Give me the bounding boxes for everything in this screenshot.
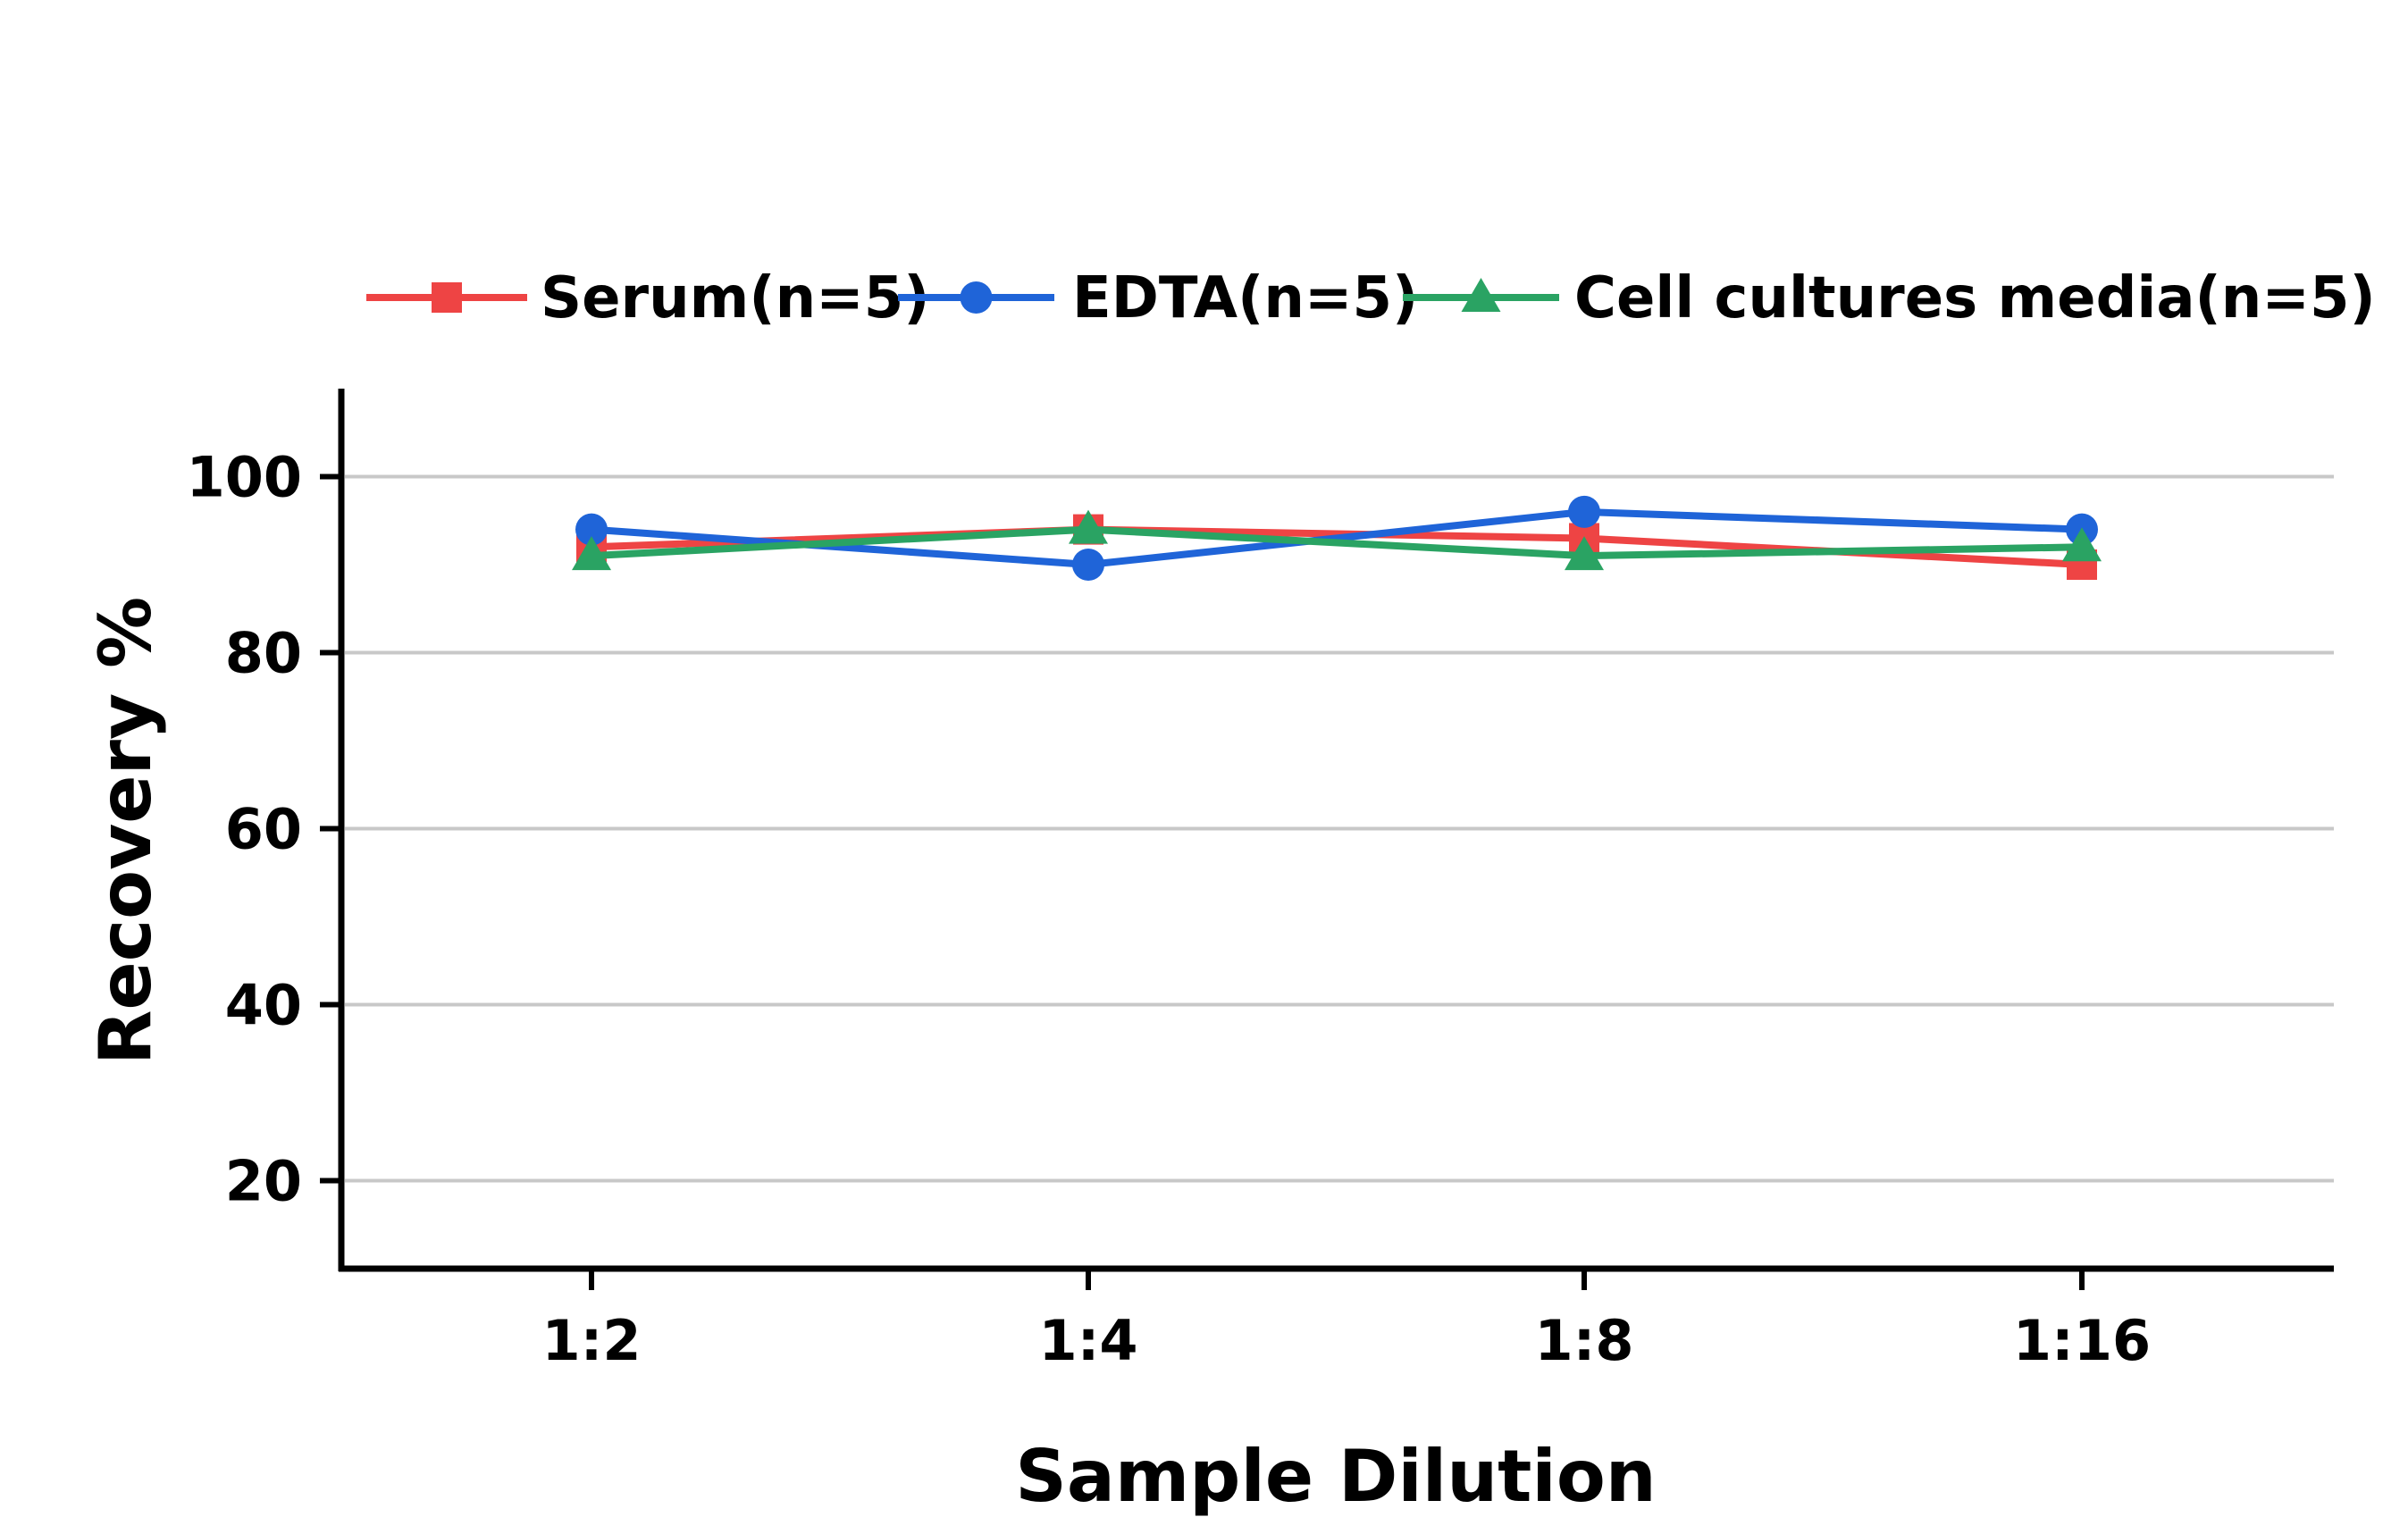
legend-item-2: Cell cultures media(n=5) xyxy=(1403,265,2376,331)
series-layer xyxy=(572,495,2102,581)
data-point-circle xyxy=(1072,549,1104,581)
series-2 xyxy=(572,509,2102,571)
data-point-circle xyxy=(1568,495,1600,528)
x-tick-labels: 1:2 1:4 1:8 1:16 xyxy=(541,1308,2151,1373)
series-line xyxy=(591,525,2083,560)
axes xyxy=(320,389,2334,1290)
y-tick-labels: 20 40 60 80 100 xyxy=(187,445,302,1214)
x-tick-label: 1:8 xyxy=(1534,1308,1633,1373)
y-tick-label: 40 xyxy=(225,973,302,1038)
data-point-triangle xyxy=(1565,536,1604,571)
y-tick-label: 60 xyxy=(225,797,302,862)
series-line xyxy=(591,507,2083,568)
legend-label: Cell cultures media(n=5) xyxy=(1574,265,2376,331)
legend: Serum(n=5) EDTA(n=5) Cell cultures media(n… xyxy=(366,265,2376,331)
legend-item-1: EDTA(n=5) xyxy=(898,265,1418,331)
y-tick-label: 20 xyxy=(225,1149,302,1214)
legend-marker-circle xyxy=(960,281,993,314)
series-1 xyxy=(575,495,2098,581)
gridlines xyxy=(345,474,2334,1183)
legend-marker-square xyxy=(432,282,462,313)
legend-marker-triangle xyxy=(1461,278,1501,312)
data-point-triangle xyxy=(1069,509,1108,544)
x-tick-label: 1:2 xyxy=(541,1308,641,1373)
data-point-circle xyxy=(575,513,608,546)
data-point-triangle xyxy=(2062,527,2102,562)
legend-item-0: Serum(n=5) xyxy=(366,265,930,331)
y-tick-label: 100 xyxy=(187,445,302,510)
data-point-triangle xyxy=(572,536,611,571)
x-axis-title: Sample Dilution xyxy=(1015,1435,1657,1518)
y-axis-title: Recovery % xyxy=(84,597,167,1065)
x-tick-label: 1:16 xyxy=(2013,1308,2151,1373)
legend-label: EDTA(n=5) xyxy=(1072,265,1418,331)
x-tick-label: 1:4 xyxy=(1038,1308,1137,1373)
y-tick-label: 80 xyxy=(225,621,302,686)
legend-label: Serum(n=5) xyxy=(541,265,930,331)
